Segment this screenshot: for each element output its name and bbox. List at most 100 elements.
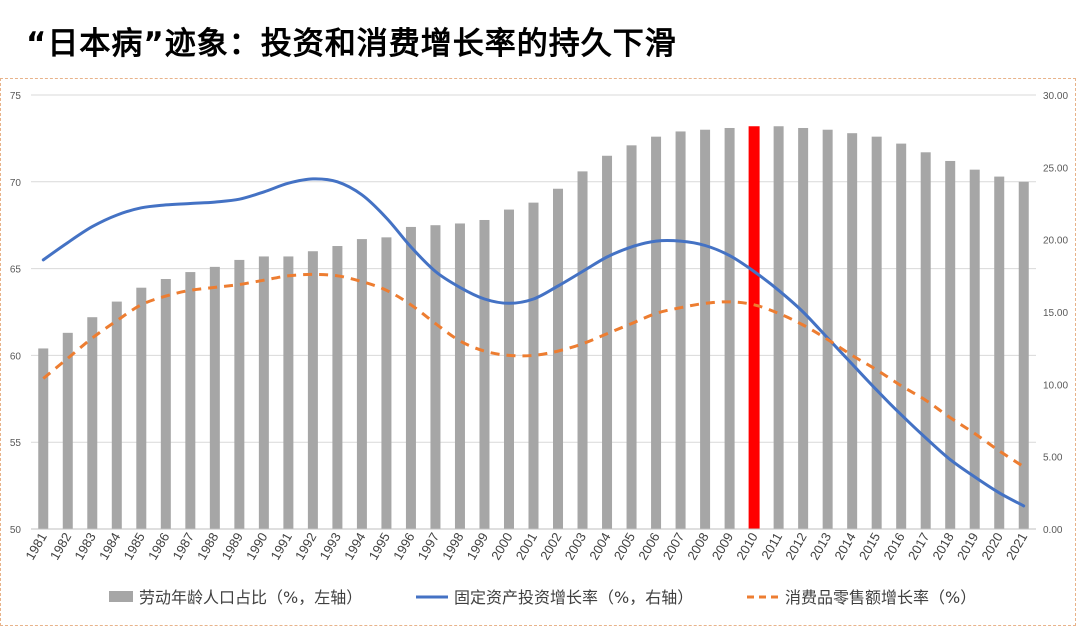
bar bbox=[307, 251, 318, 530]
x-tick-label: 1994 bbox=[341, 530, 368, 563]
x-tick-label: 2009 bbox=[709, 530, 736, 563]
bar bbox=[136, 287, 147, 529]
x-tick-label: 2020 bbox=[978, 530, 1005, 563]
bar bbox=[724, 127, 735, 529]
x-tick-label: 1992 bbox=[292, 530, 319, 563]
bar bbox=[234, 259, 245, 529]
x-tick-label: 1982 bbox=[47, 530, 74, 563]
x-tick-label: 1984 bbox=[96, 530, 123, 563]
x-tick-label: 1993 bbox=[317, 530, 344, 563]
line-series-investment bbox=[41, 177, 1026, 508]
x-tick-label: 1996 bbox=[390, 530, 417, 563]
y-left-tick-label: 60 bbox=[10, 351, 22, 362]
x-tick-label: 1986 bbox=[145, 530, 172, 563]
x-tick-label: 2004 bbox=[586, 530, 613, 563]
x-tick-label: 2010 bbox=[733, 530, 760, 563]
x-tick-label: 2014 bbox=[831, 530, 858, 563]
legend-item: 固定资产投资增长率（%，右轴） bbox=[416, 588, 693, 607]
x-tick-label: 2021 bbox=[1003, 530, 1030, 563]
legend-swatch-bar bbox=[109, 591, 133, 602]
bar bbox=[1018, 181, 1029, 530]
bar bbox=[528, 202, 539, 529]
x-tick-label: 2003 bbox=[562, 530, 589, 563]
bar bbox=[430, 225, 441, 529]
legend-label: 消费品零售额增长率（%） bbox=[785, 588, 976, 607]
bar bbox=[87, 317, 98, 529]
x-tick-label: 1991 bbox=[268, 530, 295, 563]
x-tick-label: 2015 bbox=[856, 530, 883, 563]
x-tick-label: 2006 bbox=[635, 530, 662, 563]
x-tick-label: 2017 bbox=[905, 530, 932, 563]
x-tick-label: 1990 bbox=[243, 530, 270, 563]
bar bbox=[283, 256, 294, 529]
legend: 劳动年龄人口占比（%，左轴） 固定资产投资增长率（%，右轴） 消费品零售额增长率（%… bbox=[109, 588, 976, 607]
page-title: “日本病”迹象：投资和消费增长率的持久下滑 bbox=[26, 26, 677, 62]
y-right-tick-label: 25.00 bbox=[1043, 163, 1068, 174]
chart: 50 55 60 65 70 75 0.00 5.00 10.00 15.00 20.00 25.00… bbox=[10, 91, 1069, 607]
bar bbox=[896, 143, 907, 529]
x-tick-label: 2012 bbox=[782, 530, 809, 563]
bar bbox=[38, 348, 49, 529]
bar bbox=[405, 226, 416, 529]
x-tick-label: 1988 bbox=[194, 530, 221, 563]
y-left-tick-label: 55 bbox=[10, 438, 22, 449]
x-tick-label: 1998 bbox=[439, 530, 466, 563]
x-tick-label: 1987 bbox=[169, 530, 196, 563]
x-tick-label: 1997 bbox=[415, 530, 442, 563]
bar bbox=[920, 152, 931, 529]
y-left-tick-label: 50 bbox=[10, 525, 22, 536]
x-tick-label: 2011 bbox=[758, 530, 785, 562]
x-tick-label: 2001 bbox=[513, 530, 540, 563]
x-tick-label: 2007 bbox=[660, 530, 687, 563]
x-tick-label: 1999 bbox=[464, 530, 491, 563]
bar-highlight bbox=[748, 126, 760, 530]
bar bbox=[651, 136, 662, 529]
y-right-tick-label: 0.00 bbox=[1043, 525, 1063, 536]
bar bbox=[822, 129, 833, 529]
x-tick-label: 1981 bbox=[22, 530, 49, 563]
bar-series-labor bbox=[38, 126, 1029, 530]
x-tick-label: 2000 bbox=[488, 530, 515, 563]
bar bbox=[185, 272, 196, 529]
x-tick-label: 2002 bbox=[537, 530, 564, 563]
bar bbox=[503, 209, 514, 530]
bar bbox=[675, 131, 686, 529]
bar bbox=[626, 145, 637, 529]
x-tick-label: 1989 bbox=[219, 530, 246, 563]
bar bbox=[381, 237, 392, 530]
y-right-tick-label: 5.00 bbox=[1043, 453, 1063, 464]
y-left-tick-label: 70 bbox=[10, 178, 22, 189]
y-right-tick-label: 15.00 bbox=[1043, 308, 1068, 319]
bar bbox=[602, 155, 613, 529]
y-right-tick-label: 20.00 bbox=[1043, 236, 1068, 247]
chart-frame: 50 55 60 65 70 75 0.00 5.00 10.00 15.00 20.00 25.00… bbox=[0, 78, 1076, 626]
x-tick-label: 1985 bbox=[120, 530, 147, 563]
legend-label: 劳动年龄人口占比（%，左轴） bbox=[139, 588, 362, 607]
x-tick-label: 2018 bbox=[929, 530, 956, 563]
bar bbox=[553, 188, 564, 529]
x-tick-label: 1983 bbox=[71, 530, 98, 563]
x-tick-label: 2019 bbox=[954, 530, 981, 563]
bar bbox=[773, 126, 784, 530]
legend-item: 消费品零售额增长率（%） bbox=[747, 588, 976, 607]
bar bbox=[871, 136, 882, 529]
bar bbox=[479, 219, 490, 529]
legend-label: 固定资产投资增长率（%，右轴） bbox=[454, 588, 693, 607]
bar bbox=[209, 266, 220, 529]
legend-item: 劳动年龄人口占比（%，左轴） bbox=[109, 588, 362, 607]
x-tick-label: 2016 bbox=[880, 530, 907, 563]
bar bbox=[700, 129, 711, 529]
y-left-tick-label: 65 bbox=[10, 265, 22, 276]
bar bbox=[111, 301, 122, 529]
line-series-layer bbox=[41, 177, 1026, 508]
line-series-consumption bbox=[42, 272, 1025, 469]
bar bbox=[969, 169, 980, 529]
y-right-tick-label: 10.00 bbox=[1043, 380, 1068, 391]
bar bbox=[577, 171, 588, 529]
bar bbox=[945, 160, 956, 529]
y-right-tick-label: 30.00 bbox=[1043, 91, 1068, 102]
x-tick-label: 2008 bbox=[684, 530, 711, 563]
x-tick-label: 2005 bbox=[611, 530, 638, 563]
bar bbox=[994, 176, 1005, 529]
bar bbox=[62, 332, 73, 529]
